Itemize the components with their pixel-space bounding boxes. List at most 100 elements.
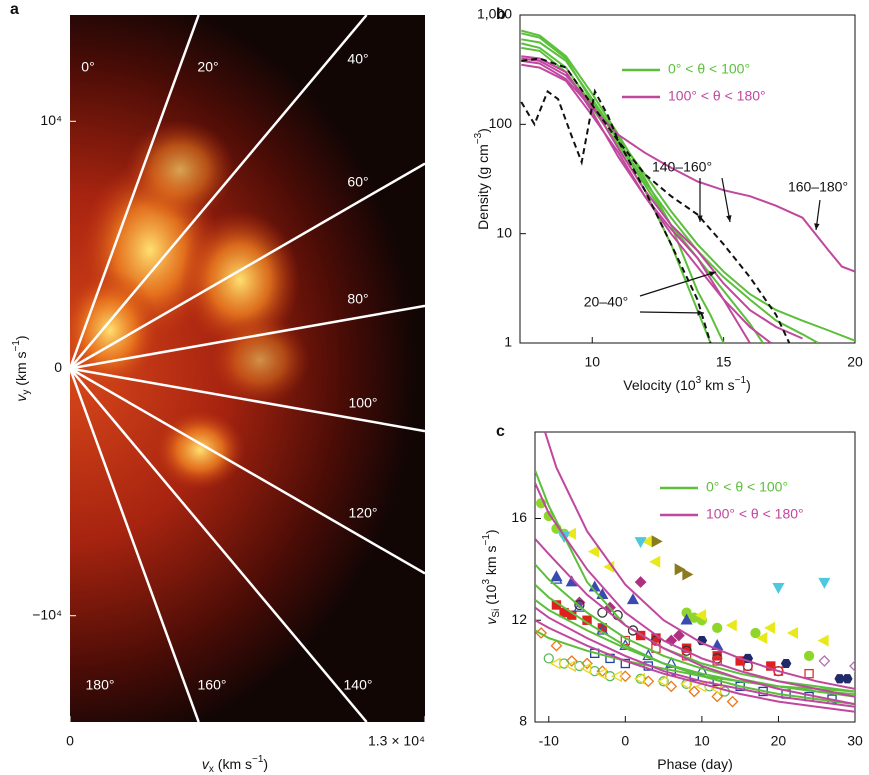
x-tick-label: 10 [694,733,710,749]
scatter-point [680,613,693,625]
scatter-point [649,555,661,568]
arrow-head [726,215,732,222]
series-line [521,63,772,343]
y-axis-label: vy (km s−1) [11,335,32,401]
scatter-point [674,563,686,576]
scatter-point [619,670,632,683]
scatter-point [711,690,724,703]
y-tick-label: 10⁴ [40,112,62,128]
scatter-point [764,621,776,634]
angle-label: 40° [347,51,368,67]
arrow-head [697,310,704,316]
sector-ray [70,162,425,370]
scatter-point [581,657,593,670]
series-line [535,583,855,706]
label-part: v [483,617,499,625]
label-part: x [209,764,214,775]
scatter-point [665,680,678,693]
label-part: Si [491,609,502,618]
y-tick-label: 12 [511,611,527,627]
plot-area [520,29,855,343]
angle-label: 60° [347,174,368,190]
label-part: Density (g cm [475,144,491,230]
scatter-point [726,695,739,708]
label-part: Velocity (10 [623,377,696,393]
label-part: −3 [473,132,484,144]
series-line [544,432,855,690]
series-line [535,606,855,708]
y-tick-label: 1 [504,334,512,350]
scatter-point [849,660,855,672]
scatter-point [673,629,685,642]
legend-label: 100° < θ < 180° [706,506,804,522]
scatter-point [780,658,792,669]
x-axis-label: vx (km s−1) [202,754,268,775]
scatter-point [550,639,563,652]
angle-label: 80° [347,291,368,307]
scatter-point [543,653,554,664]
scatter-point [564,660,576,673]
x-tick-label: 10 [584,354,600,370]
scatter-point [725,619,737,632]
sector-ray [70,15,200,369]
scatter-point [665,656,678,668]
scatter-point [634,537,647,549]
label-part: ) [746,377,751,393]
scatter-point [804,668,814,679]
label-part: (10 [483,584,499,608]
scatter-point [712,622,723,634]
label-part: km s [483,546,499,579]
scatter-point [620,658,631,669]
annotation: 20–40° [584,294,629,310]
label-part: −1 [252,754,264,765]
scatter-point [712,651,722,661]
x-axis-label: Velocity (103 km s−1) [623,375,750,393]
sector-ray [70,367,425,575]
scatter-point [773,666,784,676]
annotation: 140–160° [652,159,712,175]
label-part: −1 [11,340,22,352]
angle-label: 140° [344,677,373,693]
angle-label: 0° [81,59,94,75]
series-line [535,629,855,693]
y-axis-label: vSi (103 km s−1) [481,529,502,624]
scatter-point [633,672,645,685]
label-part: km s [701,377,734,393]
scatter-point [688,685,701,698]
label-part: 3 [481,579,492,585]
x-axis-label: Phase (day) [657,756,732,772]
y-tick-label: 10 [496,224,512,240]
x-tick-label: 20 [771,733,787,749]
series-line [521,57,803,340]
x-tick-label: 0 [621,733,629,749]
scatter-point [656,675,668,688]
scatter-point [787,626,799,639]
annotation-arrow [721,177,731,223]
annotation-arrow [639,311,705,314]
scatter-point [550,572,563,584]
x-tick-label: 0 [66,733,74,749]
scatter-point [587,545,599,558]
scatter-point [818,577,831,589]
scatter-point [682,568,694,581]
angle-label: 180° [86,677,115,693]
scatter-point [627,625,639,636]
x-tick-label: 20 [847,354,863,370]
arrow-head [709,271,716,277]
legend-label: 100° < θ < 180° [668,88,766,104]
arrow-head [814,223,820,230]
scatter-point [634,576,647,588]
label-part: (km s [214,756,252,772]
series-line [535,599,855,695]
scatter-point [766,661,776,671]
y-axis-label: Density (g cm−3) [473,128,491,230]
series-line [521,55,751,343]
plot-frame [519,14,856,344]
panel-label: a [10,1,19,18]
scatter-point [574,599,585,611]
scatter-point [756,631,768,645]
series-line [535,482,855,698]
series-line [521,46,764,343]
panel-label: c [496,423,505,440]
label-part: −1 [481,534,492,546]
